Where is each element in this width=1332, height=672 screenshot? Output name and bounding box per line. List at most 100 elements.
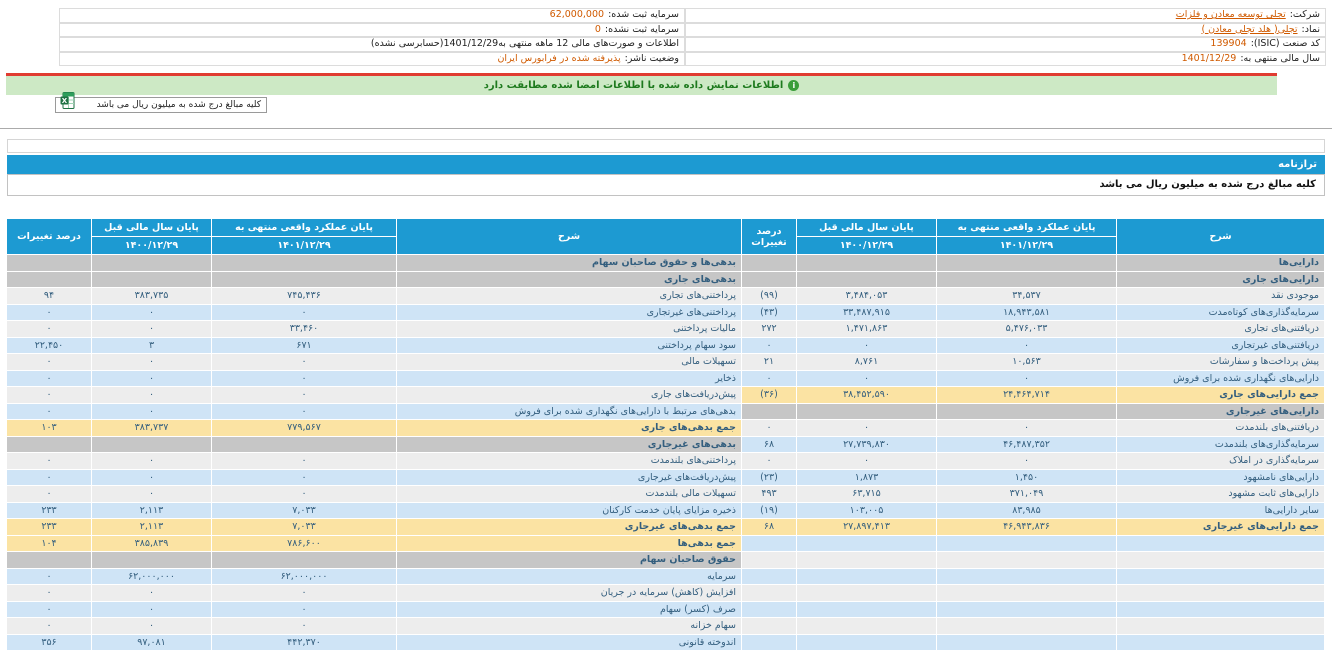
cell-current-liabilities: ۰ xyxy=(211,369,397,387)
cell-current-liabilities: ۰ xyxy=(211,402,397,420)
info-value: 1401/12/29 xyxy=(1181,52,1237,64)
col-header-previous-liabilities: پایان سال مالی قبل xyxy=(91,218,212,237)
cell-current-assets xyxy=(936,402,1117,420)
cell-change-liabilities: ۱۰۳ xyxy=(6,419,92,437)
col-header-change-assets: درصد تغییرات xyxy=(741,218,797,255)
cell-change-liabilities: ۰ xyxy=(6,402,92,420)
info-value: پذیرفته شده در فرابورس ایران xyxy=(497,52,621,64)
cell-previous-assets xyxy=(796,600,937,618)
info-value-link[interactable]: تجلی توسعه معادن و فلزات xyxy=(1175,9,1286,20)
cell-change-assets xyxy=(741,270,797,288)
col-header-desc-assets: شرح xyxy=(1116,218,1325,255)
cell-current-assets: ۸۳,۹۸۵ xyxy=(936,501,1117,519)
col-header-change-liabilities: درصد تغییرات xyxy=(6,218,92,255)
cell-change-liabilities: ۲۳۳ xyxy=(6,518,92,536)
cell-change-assets xyxy=(741,402,797,420)
cell-desc-assets: سایر دارایی‌ها xyxy=(1116,501,1325,519)
cell-current-assets: ۰ xyxy=(936,369,1117,387)
cell-change-assets: ۰ xyxy=(741,452,797,470)
cell-previous-liabilities: ۰ xyxy=(91,369,212,387)
info-row: سال مالی منتهی به: 1401/12/29 وضعیت ناشر: پ… xyxy=(59,51,1326,66)
cell-change-liabilities: ۰ xyxy=(6,369,92,387)
info-label: سرمایه ثبت نشده: xyxy=(604,23,679,35)
cell-change-assets xyxy=(741,584,797,602)
table-row: موجودی نقد ۳۴,۵۳۷ ۳,۴۸۴,۰۵۳ (۹۹) پرداختنی‌ها… xyxy=(6,287,1325,305)
cell-current-assets: ۳۴,۵۳۷ xyxy=(936,287,1117,305)
cell-change-assets: (۲۳) xyxy=(741,468,797,486)
cell-previous-liabilities: ۰ xyxy=(91,386,212,404)
cell-desc-assets: دریافتنی‌های غیرتجاری xyxy=(1116,336,1325,354)
cell-desc-assets xyxy=(1116,633,1325,651)
col-header-current-date-liabilities: ۱۴۰۱/۱۲/۲۹ xyxy=(211,236,397,255)
cell-desc-assets xyxy=(1116,551,1325,569)
cell-current-assets: ۴۶,۹۴۳,۸۳۶ xyxy=(936,518,1117,536)
cell-previous-liabilities xyxy=(91,254,212,272)
cell-previous-assets: ۱,۴۷۱,۸۶۳ xyxy=(796,320,937,338)
amount-unit-box[interactable]: کلیه مبالغ درج شده به میلیون ریال می باش… xyxy=(55,97,267,113)
cell-change-liabilities: ۰ xyxy=(6,567,92,585)
cell-previous-assets: ۲۷,۷۳۹,۸۳۰ xyxy=(796,435,937,453)
cell-current-liabilities: ۰ xyxy=(211,600,397,618)
cell-desc-assets: پیش پرداخت‌ها و سفارشات xyxy=(1116,353,1325,371)
cell-change-assets: ۴۹۳ xyxy=(741,485,797,503)
cell-change-assets: ۶۸ xyxy=(741,518,797,536)
horizontal-divider xyxy=(0,128,1332,129)
table-row: دارایی‌ها بدهی‌ها و حقوق صاحبان سهام xyxy=(6,254,1325,272)
amount-unit-note: کلیه مبالغ درج شده به میلیون ریال می باش… xyxy=(7,174,1325,196)
info-cell-left-1: سرمایه ثبت نشده: 0 xyxy=(59,22,685,37)
cell-desc-liabilities: تسهیلات مالی xyxy=(396,353,742,371)
cell-desc-assets: جمع دارایی‌های جاری xyxy=(1116,386,1325,404)
cell-change-assets xyxy=(741,617,797,635)
cell-desc-assets: جمع دارایی‌های غیرجاری xyxy=(1116,518,1325,536)
cell-current-assets: ۱,۴۵۰ xyxy=(936,468,1117,486)
cell-previous-assets: ۳۳,۴۸۷,۹۱۵ xyxy=(796,303,937,321)
info-cell-left-2: اطلاعات و صورت‌های مالی 12 ماهه منتهی به… xyxy=(59,37,685,52)
cell-current-assets xyxy=(936,551,1117,569)
col-header-previous-assets: پایان سال مالی قبل xyxy=(796,218,937,237)
cell-previous-liabilities: ۹۷,۰۸۱ xyxy=(91,633,212,651)
cell-change-assets xyxy=(741,633,797,651)
cell-previous-liabilities: ۲,۱۱۳ xyxy=(91,501,212,519)
cell-current-liabilities: ۶۷۱ xyxy=(211,336,397,354)
cell-desc-liabilities: پرداختنی‌های غیرتجاری xyxy=(396,303,742,321)
cell-current-liabilities: ۰ xyxy=(211,353,397,371)
cell-previous-assets: ۳,۴۸۴,۰۵۳ xyxy=(796,287,937,305)
cell-change-liabilities: ۰ xyxy=(6,617,92,635)
cell-previous-liabilities: ۰ xyxy=(91,320,212,338)
cell-desc-assets: دارایی‌های نامشهود xyxy=(1116,468,1325,486)
cell-change-liabilities: ۰ xyxy=(6,468,92,486)
cell-desc-assets: دارایی‌های نگهداری شده برای فروش xyxy=(1116,369,1325,387)
table-row: جمع دارایی‌های جاری ۲۴,۴۶۴,۷۱۴ ۳۸,۴۵۲,۵۹۰(… xyxy=(6,386,1325,404)
cell-current-assets: ۰ xyxy=(936,452,1117,470)
cell-current-assets: ۰ xyxy=(936,419,1117,437)
col-header-desc-liabilities: شرح xyxy=(396,218,742,255)
cell-previous-assets: ۸,۷۶۱ xyxy=(796,353,937,371)
cell-desc-assets: دارایی‌های غیرجاری xyxy=(1116,402,1325,420)
table-row: دریافتنی‌های بلندمدت ۰ ۰ ۰ جمع بدهی‌های جاری… xyxy=(6,419,1325,437)
cell-change-liabilities xyxy=(6,270,92,288)
table-row: سهام خزانه ۰ ۰ ۰ xyxy=(6,617,1325,635)
cell-current-assets xyxy=(936,584,1117,602)
cell-desc-liabilities: پرداختنی‌های بلندمدت xyxy=(396,452,742,470)
excel-export-icon[interactable]: X xyxy=(60,92,75,109)
info-value-link[interactable]: تجلی( هلد تجلی معادن ) xyxy=(1201,23,1298,35)
cell-previous-liabilities xyxy=(91,551,212,569)
cell-change-assets xyxy=(741,534,797,552)
cell-desc-assets: سرمایه‌گذاری‌های بلندمدت xyxy=(1116,435,1325,453)
table-row: دارایی‌های غیرجاری بدهی‌های مرتبط با دارا… xyxy=(6,402,1325,420)
balance-sheet-table-wrap: شرح پایان عملکرد واقعی منتهی به پایان سا… xyxy=(5,218,1325,651)
cell-desc-liabilities: جمع بدهی‌های جاری xyxy=(396,419,742,437)
cell-change-liabilities xyxy=(6,254,92,272)
cell-current-liabilities: ۷۴۵,۴۳۶ xyxy=(211,287,397,305)
signed-data-banner: i اطلاعات نمایش داده شده با اطلاعات امضا… xyxy=(6,73,1277,95)
cell-current-assets xyxy=(936,254,1117,272)
cell-desc-assets: موجودی نقد xyxy=(1116,287,1325,305)
cell-desc-liabilities: جمع بدهی‌های غیرجاری xyxy=(396,518,742,536)
col-header-current-liabilities: پایان عملکرد واقعی منتهی به xyxy=(211,218,397,237)
cell-current-assets: ۰ xyxy=(936,336,1117,354)
cell-desc-liabilities: سرمایه xyxy=(396,567,742,585)
table-row: سرمایه‌گذاری در املاک ۰ ۰ ۰ پرداختنی‌های بلن… xyxy=(6,452,1325,470)
cell-previous-assets: ۱,۸۷۳ xyxy=(796,468,937,486)
cell-desc-assets xyxy=(1116,600,1325,618)
cell-current-liabilities: ۰ xyxy=(211,386,397,404)
